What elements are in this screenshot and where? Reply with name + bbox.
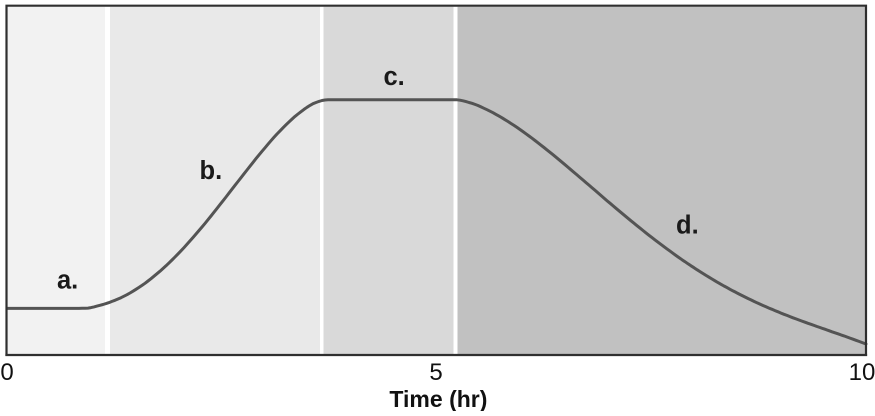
svg-text:d.: d. — [676, 212, 699, 240]
svg-text:b.: b. — [200, 157, 223, 185]
svg-text:10: 10 — [849, 359, 875, 386]
svg-text:Time (hr): Time (hr) — [389, 386, 487, 411]
svg-text:0: 0 — [0, 359, 13, 386]
svg-text:5: 5 — [429, 359, 442, 386]
svg-text:c.: c. — [384, 63, 405, 91]
svg-text:a.: a. — [57, 267, 78, 295]
